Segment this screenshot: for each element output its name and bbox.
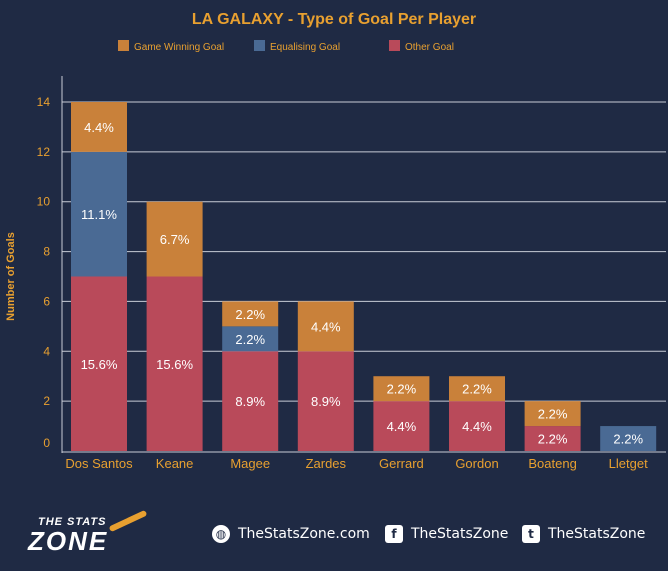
stats-zone-logo: THE STATS ZONE	[20, 509, 150, 557]
bar-segment	[222, 351, 279, 451]
bar-segment	[373, 376, 430, 402]
bar-data-label: 4.4%	[84, 120, 114, 135]
bar-data-label: 2.2%	[462, 382, 492, 397]
website-link[interactable]: ◍ TheStatsZone.com	[212, 525, 370, 543]
y-axis-label: Number of Goals	[5, 232, 17, 321]
y-tick-label: 0	[43, 436, 50, 450]
bar-data-label: 2.2%	[538, 407, 568, 422]
chart-area: LA GALAXY - Type of Goal Per Player Game …	[5, 11, 666, 471]
twitter-link[interactable]: t TheStatsZone	[522, 525, 645, 543]
legend-swatch	[389, 40, 400, 51]
bar-data-label: 2.2%	[235, 307, 265, 322]
bar-data-label: 2.2%	[613, 432, 643, 447]
bar-data-label: 4.4%	[311, 319, 341, 334]
legend-label: Other Goal	[405, 42, 454, 53]
facebook-icon: f	[385, 525, 403, 543]
x-tick-label: Dos Santos	[65, 456, 133, 471]
x-tick-label: Keane	[156, 456, 194, 471]
bar-segment	[449, 376, 505, 402]
y-tick-label: 6	[43, 294, 50, 308]
legend-swatch	[118, 40, 129, 51]
bar-data-label: 2.2%	[235, 332, 265, 347]
footer: THE STATS ZONE ◍ TheStatsZone.com f TheS…	[0, 500, 668, 571]
bar-segment	[449, 401, 505, 451]
bar-data-label: 15.6%	[156, 357, 193, 372]
bar-segment	[600, 426, 657, 451]
facebook-link[interactable]: f TheStatsZone	[385, 525, 508, 543]
bar-segment	[222, 301, 279, 327]
bar-data-label: 2.2%	[387, 382, 417, 397]
y-tick-label: 2	[43, 394, 50, 408]
bar-segment	[524, 426, 581, 451]
bar-segment	[297, 301, 354, 352]
x-tick-label: Gerrard	[379, 456, 424, 471]
bar-data-label: 15.6%	[81, 357, 118, 372]
logo-swoosh	[108, 509, 148, 533]
legend-label: Game Winning Goal	[134, 42, 224, 53]
y-tick-label: 8	[43, 245, 50, 259]
legend-label: Equalising Goal	[270, 42, 340, 53]
stacked-bar-chart: LA GALAXY - Type of Goal Per Player Game …	[5, 11, 666, 471]
bar-segment	[146, 201, 203, 277]
facebook-text: TheStatsZone	[411, 526, 509, 542]
chart-title: LA GALAXY - Type of Goal Per Player	[192, 11, 476, 28]
bar-segment	[373, 401, 430, 451]
y-tick-label: 12	[37, 145, 51, 159]
twitter-icon: t	[522, 525, 540, 543]
bar-data-label: 4.4%	[462, 419, 492, 434]
y-tick-label: 10	[37, 195, 51, 209]
y-tick-label: 4	[43, 344, 50, 358]
globe-icon: ◍	[212, 525, 230, 543]
bar-segment	[146, 276, 203, 451]
bar-data-label: 11.1%	[81, 207, 117, 222]
x-tick-label: Zardes	[306, 456, 347, 471]
x-tick-label: Gordon	[455, 456, 498, 471]
x-tick-label: Magee	[230, 456, 270, 471]
twitter-text: TheStatsZone	[548, 526, 646, 542]
logo-line-1: THE STATS	[38, 516, 107, 528]
bar-data-label: 4.4%	[387, 419, 417, 434]
x-tick-label: Boateng	[528, 456, 576, 471]
legend-swatch	[254, 40, 265, 51]
bar-segment	[71, 102, 127, 152]
y-tick-label: 14	[37, 95, 51, 109]
bar-data-label: 8.9%	[235, 394, 265, 409]
bar-segment	[524, 401, 581, 427]
logo-line-2: ZONE	[28, 526, 109, 556]
bar-segment	[222, 326, 279, 352]
bar-segment	[297, 351, 354, 451]
bar-segment	[71, 276, 127, 451]
x-tick-label: Lletget	[609, 456, 648, 471]
website-text: TheStatsZone.com	[238, 526, 370, 542]
bar-data-label: 8.9%	[311, 394, 341, 409]
bar-data-label: 2.2%	[538, 432, 568, 447]
bar-data-label: 6.7%	[160, 232, 190, 247]
bar-segment	[71, 151, 127, 277]
